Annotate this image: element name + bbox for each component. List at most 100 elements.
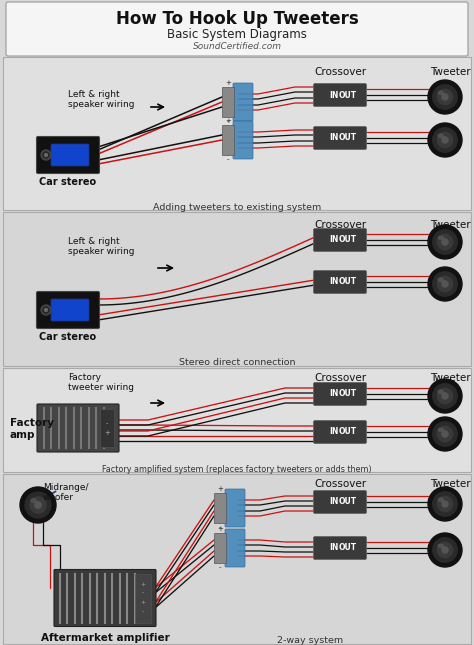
Text: Tweeter: Tweeter xyxy=(430,220,470,230)
Bar xyxy=(3,212,471,366)
Text: How To Hook Up Tweeters: How To Hook Up Tweeters xyxy=(116,10,358,28)
Circle shape xyxy=(438,132,453,148)
Text: OUT: OUT xyxy=(339,235,357,244)
Circle shape xyxy=(43,307,49,313)
Ellipse shape xyxy=(31,499,36,502)
Circle shape xyxy=(442,431,448,437)
Bar xyxy=(214,533,226,563)
FancyBboxPatch shape xyxy=(225,489,245,527)
Text: IN: IN xyxy=(329,235,339,244)
Text: IN: IN xyxy=(329,544,339,553)
Text: Crossover: Crossover xyxy=(314,220,366,230)
Circle shape xyxy=(428,487,462,521)
Text: -: - xyxy=(219,524,221,530)
Bar xyxy=(135,573,151,622)
Text: OUT: OUT xyxy=(339,90,357,99)
Text: OUT: OUT xyxy=(339,134,357,143)
FancyBboxPatch shape xyxy=(313,83,366,106)
Text: Left & right
speaker wiring: Left & right speaker wiring xyxy=(68,237,135,257)
Circle shape xyxy=(43,152,49,158)
Circle shape xyxy=(438,90,453,104)
Ellipse shape xyxy=(438,134,443,137)
Text: Crossover: Crossover xyxy=(314,67,366,77)
Text: IN: IN xyxy=(329,390,339,399)
Circle shape xyxy=(438,497,453,511)
Ellipse shape xyxy=(438,236,443,239)
Circle shape xyxy=(433,384,457,408)
FancyBboxPatch shape xyxy=(313,228,366,252)
Text: Midrange/
woofer: Midrange/ woofer xyxy=(43,483,89,502)
Circle shape xyxy=(45,308,47,312)
Text: -: - xyxy=(142,591,144,595)
Circle shape xyxy=(433,128,457,152)
Text: SoundCertified.com: SoundCertified.com xyxy=(192,42,282,51)
Text: Car stereo: Car stereo xyxy=(39,332,97,342)
Text: Crossover: Crossover xyxy=(314,373,366,383)
Ellipse shape xyxy=(438,428,443,432)
Text: IN: IN xyxy=(329,90,339,99)
Ellipse shape xyxy=(438,498,443,501)
FancyBboxPatch shape xyxy=(233,121,253,159)
Text: Factory
tweeter wiring: Factory tweeter wiring xyxy=(68,373,134,392)
Text: IN: IN xyxy=(329,428,339,437)
Text: -: - xyxy=(227,156,229,162)
Circle shape xyxy=(30,497,46,513)
Circle shape xyxy=(428,225,462,259)
FancyBboxPatch shape xyxy=(6,2,468,56)
Text: Factory amplified system (replaces factory tweeters or adds them): Factory amplified system (replaces facto… xyxy=(102,465,372,474)
FancyBboxPatch shape xyxy=(225,529,245,567)
Text: +: + xyxy=(140,600,146,606)
Circle shape xyxy=(25,492,51,518)
Text: -: - xyxy=(142,610,144,615)
Text: +: + xyxy=(140,582,146,586)
Ellipse shape xyxy=(438,278,443,281)
Circle shape xyxy=(433,272,457,296)
Circle shape xyxy=(35,502,41,508)
Text: -: - xyxy=(106,420,108,426)
Circle shape xyxy=(428,533,462,567)
Text: +: + xyxy=(225,118,231,124)
Circle shape xyxy=(433,491,457,516)
Text: IN: IN xyxy=(329,497,339,506)
Circle shape xyxy=(41,150,51,160)
Text: Tweeter: Tweeter xyxy=(430,479,470,489)
Text: IN: IN xyxy=(329,134,339,143)
Bar xyxy=(3,368,471,472)
Circle shape xyxy=(433,538,457,562)
Bar xyxy=(222,87,234,117)
Circle shape xyxy=(433,230,457,254)
Circle shape xyxy=(428,267,462,301)
Circle shape xyxy=(428,417,462,451)
FancyBboxPatch shape xyxy=(313,421,366,444)
FancyBboxPatch shape xyxy=(313,537,366,559)
Text: -: - xyxy=(219,564,221,570)
Text: +: + xyxy=(217,526,223,532)
Circle shape xyxy=(41,305,51,315)
Circle shape xyxy=(438,542,453,558)
Text: Adding tweeters to existing system: Adding tweeters to existing system xyxy=(153,203,321,212)
FancyBboxPatch shape xyxy=(51,299,89,321)
Text: OUT: OUT xyxy=(339,277,357,286)
Text: Stereo direct connection: Stereo direct connection xyxy=(179,358,295,367)
Circle shape xyxy=(45,154,47,157)
Bar xyxy=(3,474,471,644)
FancyBboxPatch shape xyxy=(313,270,366,293)
Circle shape xyxy=(433,84,457,109)
Text: Aftermarket amplifier: Aftermarket amplifier xyxy=(41,633,169,643)
Text: OUT: OUT xyxy=(339,544,357,553)
Text: OUT: OUT xyxy=(339,390,357,399)
Circle shape xyxy=(438,234,453,250)
Circle shape xyxy=(438,426,453,442)
Ellipse shape xyxy=(438,390,443,393)
Text: OUT: OUT xyxy=(339,428,357,437)
Bar xyxy=(100,409,114,447)
Text: Tweeter: Tweeter xyxy=(430,373,470,383)
Bar xyxy=(3,57,471,210)
FancyBboxPatch shape xyxy=(313,490,366,513)
Circle shape xyxy=(442,547,448,553)
FancyBboxPatch shape xyxy=(51,144,89,166)
Text: OUT: OUT xyxy=(339,497,357,506)
Text: +: + xyxy=(104,430,110,436)
Text: Tweeter: Tweeter xyxy=(430,67,470,77)
Circle shape xyxy=(442,393,448,399)
